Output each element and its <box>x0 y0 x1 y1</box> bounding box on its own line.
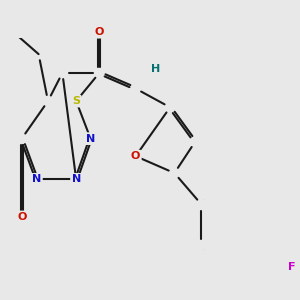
Text: N: N <box>71 174 81 184</box>
Text: O: O <box>17 212 26 222</box>
Text: H: H <box>151 64 160 74</box>
Text: S: S <box>72 96 80 106</box>
Text: O: O <box>131 151 140 161</box>
Text: N: N <box>86 134 95 144</box>
Text: O: O <box>94 27 104 37</box>
Text: N: N <box>32 174 41 184</box>
Text: F: F <box>288 262 296 272</box>
